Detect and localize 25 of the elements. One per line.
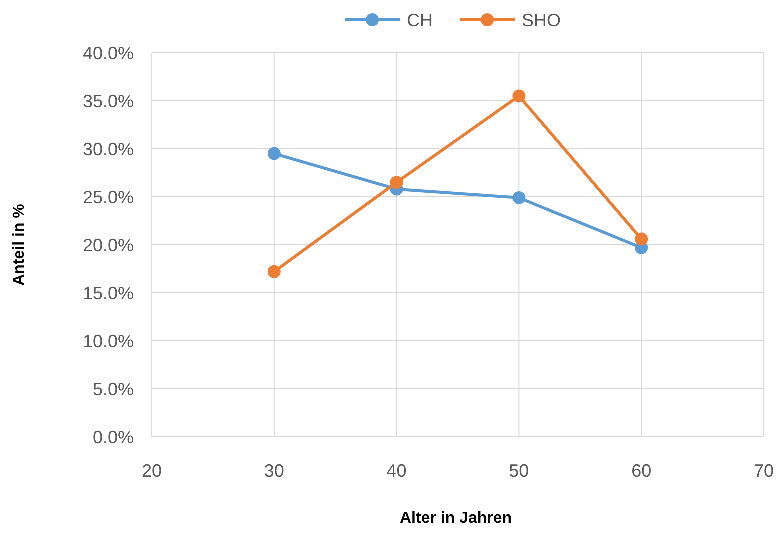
x-tick-label: 60 bbox=[632, 461, 652, 481]
legend-label: SHO bbox=[522, 10, 562, 30]
x-axis-title: Alter in Jahren bbox=[400, 510, 512, 527]
point bbox=[268, 147, 281, 160]
point bbox=[512, 191, 526, 204]
point bbox=[390, 176, 404, 190]
point bbox=[268, 265, 281, 278]
legend-label: CH bbox=[407, 10, 433, 30]
x-tick-label: 50 bbox=[509, 461, 530, 481]
x-tick-label: 40 bbox=[386, 461, 407, 481]
y-tick-label: 5.0% bbox=[92, 379, 134, 400]
y-tick-label: 25.0% bbox=[82, 187, 134, 208]
y-tick-label: 35.0% bbox=[82, 91, 134, 112]
y-tick-label: 20.0% bbox=[82, 235, 134, 256]
y-tick-label: 15.0% bbox=[82, 283, 134, 304]
x-tick-label: 70 bbox=[754, 461, 774, 481]
y-tick-label: 10.0% bbox=[82, 331, 134, 352]
y-tick-label: 40.0% bbox=[82, 43, 134, 64]
y-axis-title: Anteil in % bbox=[11, 204, 28, 286]
y-tick-label: 0.0% bbox=[92, 427, 134, 448]
point bbox=[635, 232, 648, 246]
x-tick-label: 20 bbox=[142, 461, 162, 481]
x-tick-label: 30 bbox=[264, 461, 284, 481]
y-tick-label: 30.0% bbox=[82, 139, 134, 160]
point bbox=[512, 90, 526, 103]
